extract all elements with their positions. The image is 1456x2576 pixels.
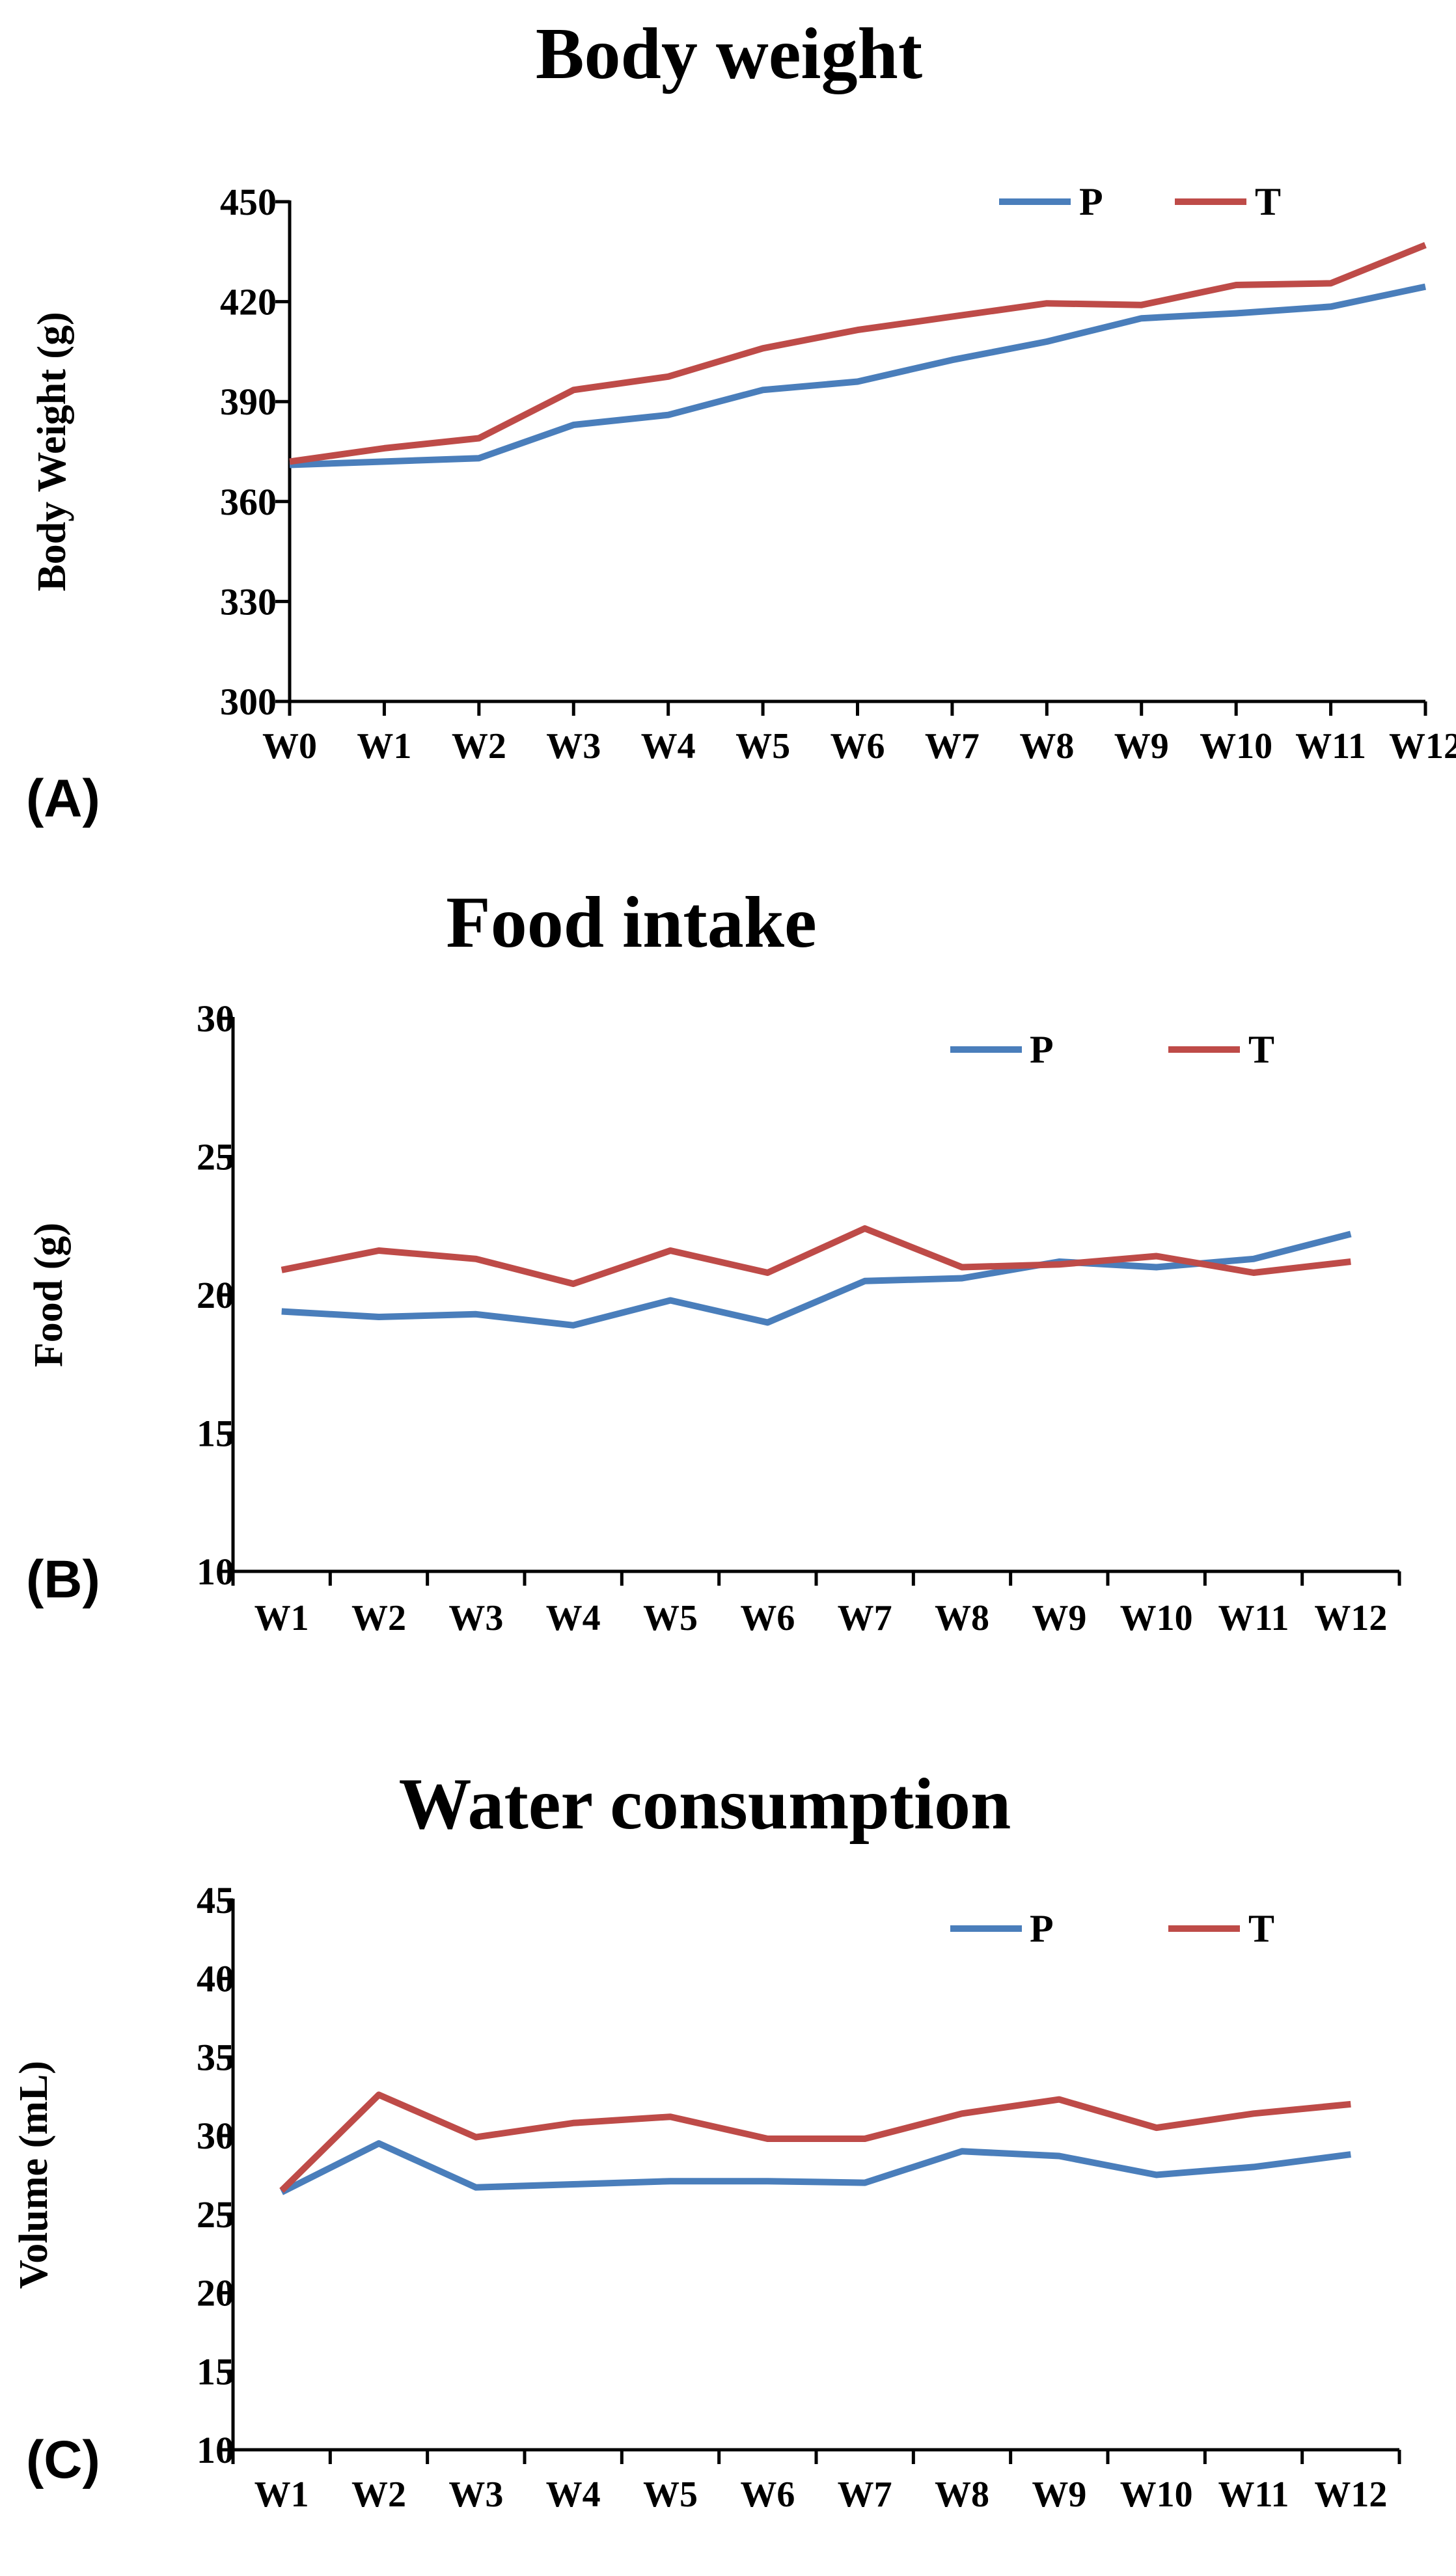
x-tick-label: W10	[1200, 726, 1272, 766]
x-tick-label: W4	[641, 726, 696, 766]
x-tick-label: W1	[254, 2474, 309, 2515]
x-tick-label: W4	[546, 2474, 601, 2515]
x-tick-label: W6	[740, 1598, 795, 1638]
y-tick-label: 10	[197, 1551, 234, 1593]
series-line-t	[279, 2091, 1351, 2193]
legend-label-t: T	[1248, 1028, 1274, 1071]
chart-panel-2: Food intake Food (g) 10 15 20 25 30 W1 W2 W3 W4 W5 W…	[26, 882, 1401, 1638]
y-tick-label: 35	[197, 2036, 234, 2078]
x-tick-label: W2	[452, 726, 506, 766]
x-tick-label: W9	[1032, 2474, 1086, 2515]
y-tick-label: 390	[220, 381, 277, 423]
x-tick-label: W8	[935, 2474, 989, 2515]
chart-title: Body weight	[536, 14, 922, 94]
x-tick-label: W6	[740, 2474, 795, 2515]
y-tick-label: 10	[197, 2429, 234, 2471]
y-tick-label: 15	[197, 2350, 234, 2393]
series-line-p	[280, 2140, 1351, 2195]
x-tick-label: W3	[448, 1598, 503, 1638]
panel-label: (B)	[26, 1550, 100, 1609]
y-tick-label: 40	[197, 1958, 234, 2000]
x-tick-label: W5	[643, 2474, 698, 2515]
x-tick-label: W10	[1120, 1598, 1193, 1638]
x-tick-label: W9	[1032, 1598, 1086, 1638]
legend-label-t: T	[1248, 1907, 1274, 1950]
x-tick-label: W12	[1389, 726, 1456, 766]
panel-label: (A)	[26, 769, 100, 828]
series-line-t	[281, 1225, 1351, 1287]
x-tick-label: W7	[925, 726, 980, 766]
y-tick-label: 25	[197, 1136, 234, 1178]
y-tick-label: 300	[220, 681, 277, 723]
y-tick-label: 450	[220, 181, 277, 223]
x-tick-label: W11	[1295, 726, 1366, 766]
x-tick-label: W5	[643, 1598, 698, 1638]
x-tick-label: W0	[262, 726, 317, 766]
y-axis-label: Food (g)	[27, 1223, 71, 1367]
y-tick-label: 360	[220, 481, 277, 523]
x-tick-label: W2	[351, 1598, 406, 1638]
x-tick-label: W9	[1114, 726, 1169, 766]
x-tick-label: W12	[1314, 1598, 1387, 1638]
x-tick-label: W12	[1314, 2474, 1387, 2515]
y-axis-label: Body Weight (g)	[30, 312, 74, 591]
y-tick-label: 20	[197, 1274, 234, 1316]
legend-label-t: T	[1255, 180, 1281, 223]
legend-label-p: P	[1030, 1028, 1054, 1071]
x-tick-label: W7	[838, 2474, 892, 2515]
chart-title: Water consumption	[399, 1764, 1011, 1845]
x-tick-label: W7	[838, 1598, 892, 1638]
y-tick-label: 30	[197, 997, 234, 1040]
x-tick-label: W8	[935, 1598, 989, 1638]
series-line-t	[289, 241, 1427, 465]
x-tick-label: W11	[1218, 1598, 1289, 1638]
x-tick-label: W4	[546, 1598, 601, 1638]
chart-panel-1: Body weight Body Weight (g) 300 330 360 390 42…	[26, 14, 1456, 828]
x-tick-label: W3	[546, 726, 601, 766]
legend-label-p: P	[1030, 1907, 1054, 1950]
panel-label: (C)	[26, 2430, 100, 2489]
y-tick-label: 20	[197, 2272, 234, 2314]
y-tick-label: 30	[197, 2115, 234, 2157]
x-tick-label: W2	[351, 2474, 406, 2515]
x-tick-label: W5	[735, 726, 790, 766]
chart-title: Food intake	[446, 882, 816, 963]
x-tick-label: W1	[254, 1598, 309, 1638]
y-tick-label: 420	[220, 281, 277, 323]
x-tick-label: W6	[831, 726, 885, 766]
x-tick-label: W11	[1218, 2474, 1289, 2515]
x-tick-label: W8	[1019, 726, 1074, 766]
chart-panel-3: Water consumption Volume (mL) 10 15 20 25 30 35…	[12, 1764, 1401, 2515]
y-axis-label: Volume (mL)	[12, 2061, 56, 2289]
x-tick-label: W1	[357, 726, 411, 766]
y-tick-label: 45	[197, 1879, 234, 1921]
y-tick-label: 330	[220, 580, 277, 623]
legend-label-p: P	[1079, 180, 1103, 223]
series-line-p	[289, 283, 1427, 468]
y-tick-label: 15	[197, 1413, 234, 1455]
x-tick-label: W3	[448, 2474, 503, 2515]
x-tick-label: W10	[1120, 2474, 1193, 2515]
series-line-p	[281, 1230, 1352, 1329]
y-tick-label: 25	[197, 2193, 234, 2236]
